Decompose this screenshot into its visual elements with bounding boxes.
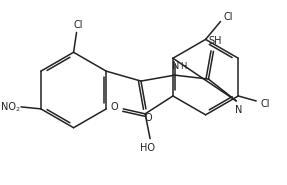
Text: NO: NO [1, 102, 15, 112]
Text: SH: SH [209, 36, 222, 46]
Text: H: H [181, 62, 187, 71]
Text: N: N [234, 105, 242, 115]
Text: O: O [144, 113, 152, 123]
Text: O: O [110, 102, 118, 112]
Text: Cl: Cl [224, 11, 233, 22]
Text: Cl: Cl [260, 99, 270, 109]
Text: N: N [172, 61, 179, 71]
Text: 2: 2 [15, 107, 19, 112]
Text: Cl: Cl [74, 21, 83, 31]
Text: HO: HO [139, 143, 155, 153]
